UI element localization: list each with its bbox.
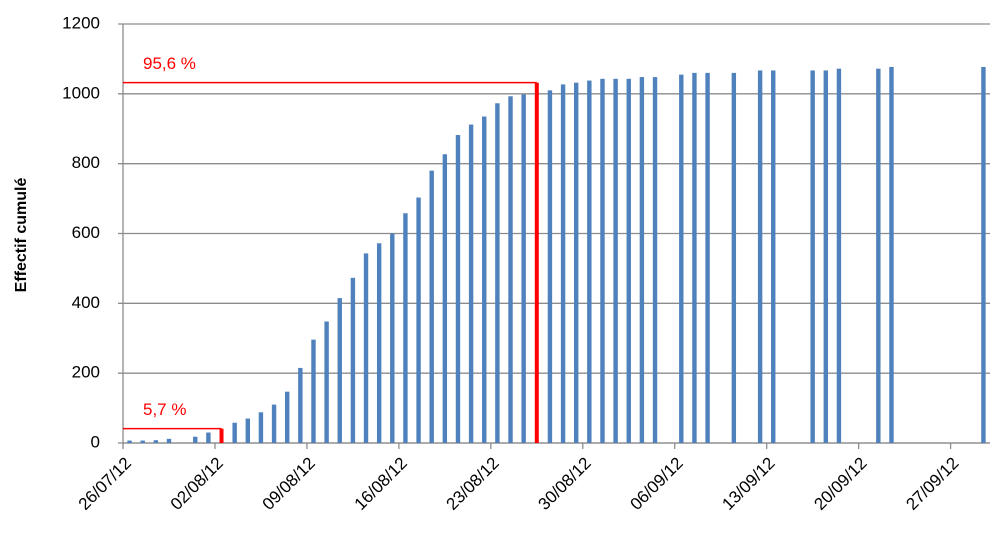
x-tick-label: 06/09/12	[626, 454, 686, 514]
bar	[639, 77, 645, 443]
annotation-label: 5,7 %	[143, 400, 186, 419]
bar	[311, 339, 316, 443]
bar	[376, 243, 382, 443]
bar	[547, 90, 553, 443]
bar	[245, 418, 250, 443]
bar	[140, 440, 145, 443]
bar	[981, 66, 986, 443]
bar	[363, 253, 369, 443]
bar	[390, 233, 395, 443]
annotation-label: 95,6 %	[143, 54, 196, 73]
y-tick-label: 400	[72, 293, 100, 312]
bar	[508, 96, 513, 443]
bar	[836, 68, 842, 444]
bar	[153, 440, 159, 443]
bar	[271, 404, 277, 443]
bar	[757, 70, 763, 444]
bar	[166, 438, 172, 443]
bar	[823, 70, 828, 444]
bar	[613, 78, 618, 444]
bar	[455, 135, 461, 443]
bar	[889, 66, 894, 443]
x-tick-label: 20/09/12	[810, 454, 870, 514]
y-tick-label: 600	[72, 223, 100, 242]
bar	[206, 432, 211, 443]
x-tick-label: 09/08/12	[259, 454, 319, 514]
bar	[298, 367, 303, 443]
bar	[771, 70, 776, 444]
x-tick-label: 13/09/12	[718, 454, 778, 514]
bar	[337, 298, 342, 443]
x-tick-label: 23/08/12	[443, 454, 503, 514]
bar	[127, 440, 132, 443]
y-tick-label: 200	[72, 363, 100, 382]
y-axis-label: Effectif cumulé	[13, 178, 30, 293]
bar	[574, 82, 579, 443]
y-tick-label: 1200	[62, 13, 100, 32]
bar	[705, 72, 710, 443]
x-tick-label: 02/08/12	[167, 454, 227, 514]
y-tick-label: 800	[72, 153, 100, 172]
bar	[495, 103, 500, 443]
bar	[403, 213, 408, 443]
y-tick-label: 0	[91, 432, 100, 451]
bar	[258, 412, 264, 443]
bar	[324, 321, 329, 443]
bar	[626, 78, 631, 444]
bar	[285, 391, 290, 443]
bar	[560, 84, 566, 444]
x-tick-label: 26/07/12	[75, 454, 135, 514]
bar	[468, 124, 474, 443]
x-tick-label: 16/08/12	[351, 454, 411, 514]
bar	[600, 78, 605, 444]
bar	[482, 116, 487, 443]
bar	[232, 422, 237, 443]
bar	[521, 94, 526, 443]
bar	[731, 72, 737, 443]
annotation-bar	[534, 82, 539, 443]
bar	[692, 72, 697, 443]
bar	[350, 277, 356, 443]
bar	[876, 68, 881, 444]
bar	[810, 70, 815, 444]
bar	[679, 74, 684, 444]
bar	[193, 436, 198, 443]
y-tick-label: 1000	[62, 83, 100, 102]
bar	[587, 80, 592, 443]
x-tick-label: 30/08/12	[535, 454, 595, 514]
annotation-bar	[219, 428, 224, 443]
x-tick-label: 27/09/12	[902, 454, 962, 514]
bar	[652, 77, 658, 443]
bar	[429, 170, 434, 443]
bar	[442, 154, 448, 443]
bar	[416, 197, 421, 443]
